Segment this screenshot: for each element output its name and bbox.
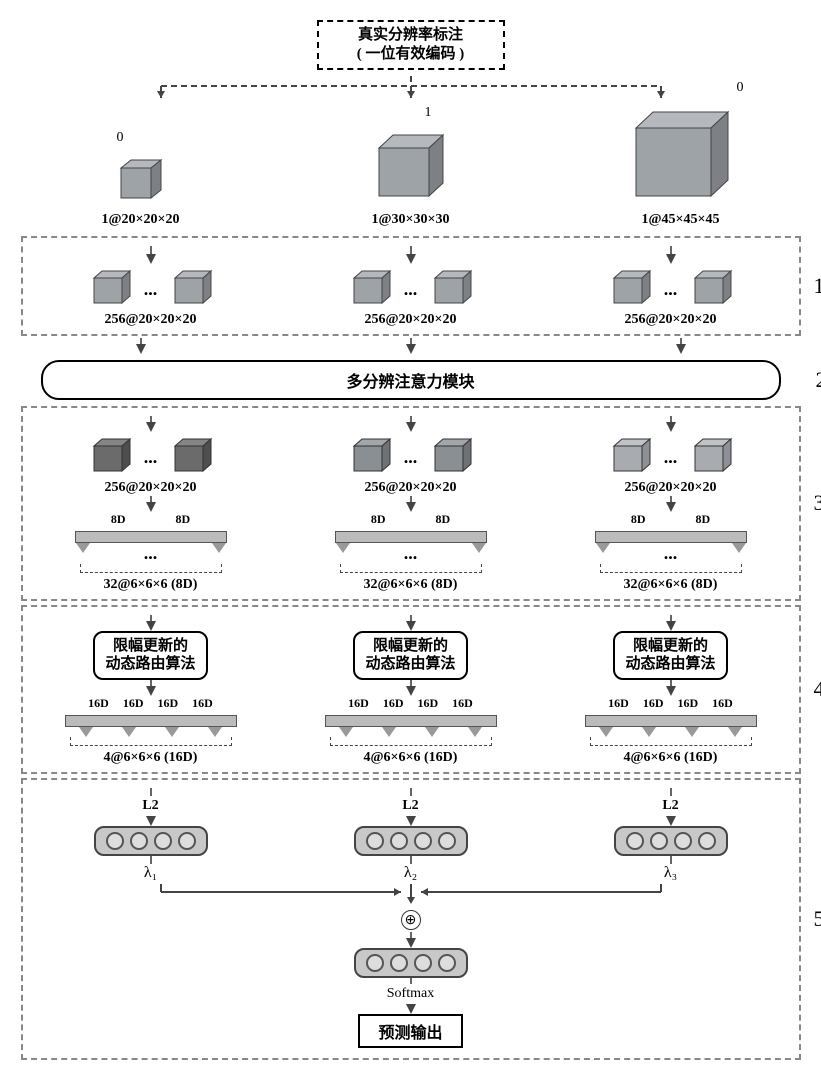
s3-cap-2: 32@6×6×6 (8D) [364,577,458,593]
s1-col-2: ... 256@20×20×20 [291,246,531,328]
input-dim-1: 1@20×20×20 [102,212,180,228]
stage-4: 4 限幅更新的 动态路由算法 16D16D16D16D 4@6×6×6 (16D… [21,605,801,775]
encode-tag-2: 0 [737,80,744,96]
stage-3-num: 3 [814,490,821,516]
s4-cap-3: 4@6×6×6 (16D) [624,750,718,766]
s4-col-3: 限幅更新的 动态路由算法 16D16D16D16D 4@6×6×6 (16D) [551,615,791,767]
l2-label-1: L2 [142,798,158,814]
stage-2-num: 2 [816,367,821,393]
encoding-box: 真实分辨率标注 ( 一位有效编码 ) [317,20,505,70]
s5-col-3: L2 λ₃ [551,788,791,882]
s3-col-2: ... 256@20×20×20 8D8D ... 32@6×6×6 (8D) [291,416,531,593]
stage-5-num: 5 [814,906,821,932]
input-dim-2: 1@30×30×30 [372,212,450,228]
l2-label-3: L2 [662,798,678,814]
input-col-3: 0 1@45×45×45 [561,98,801,228]
s3-dim-2: 256@20×20×20 [365,480,457,496]
s5-col-2: L2 λ₂ [291,788,531,882]
s3-col-3: ... 256@20×20×20 8D8D ... 32@6×6×6 (8D) [551,416,791,593]
input-cube-3 [616,98,746,208]
s3-col-1: ... 256@20×20×20 8D8D ... 32@6×6×6 (8D) [31,416,271,593]
s4-cap-1: 4@6×6×6 (16D) [104,750,198,766]
s3-dim-1: 256@20×20×20 [105,480,197,496]
stage-5: 5 L2 λ₁ L2 λ₂ L2 [21,778,801,1060]
attention-module: 多分辨注意力模块 [41,360,781,400]
output-vec-3 [614,826,728,856]
input-dim-3: 1@45×45×45 [642,212,720,228]
s1-col-3: ... 256@20×20×20 [551,246,791,328]
routing-box-3: 限幅更新的 动态路由算法 [613,631,727,681]
input-col-2: 1 1@30×30×30 [291,123,531,228]
stage-3: 3 ... 256@20×20×20 8D8D ... 32@6×6×6 (8D… [21,406,801,601]
lambda-2: λ₂ [404,864,417,882]
merge-lines [101,882,721,908]
encoding-line1: 真实分辨率标注 [331,26,491,45]
encode-tag-0: 0 [117,130,124,146]
s1-dim-1: 256@20×20×20 [105,312,197,328]
lambda-1: λ₁ [144,864,157,882]
output-vec-2 [354,826,468,856]
s4-col-1: 限幅更新的 动态路由算法 16D16D16D16D 4@6×6×6 (16D) [31,615,271,767]
s3-cap-3: 32@6×6×6 (8D) [624,577,718,593]
merge-section: ⊕ Softmax 预测输出 [31,908,791,1048]
stage-2: 2 多分辨注意力模块 [21,360,801,400]
routing-box-1: 限幅更新的 动态路由算法 [93,631,207,681]
routing-box-2: 限幅更新的 动态路由算法 [353,631,467,681]
sum-icon: ⊕ [401,910,421,930]
s4-col-2: 限幅更新的 动态路由算法 16D16D16D16D 4@6×6×6 (16D) [291,615,531,767]
stage-1: 1 ... 256@20×20×20 ... 256@20×20×20 [21,236,801,336]
predict-output: 预测输出 [358,1014,462,1048]
s5-col-1: L2 λ₁ [31,788,271,882]
s3-dim-3: 256@20×20×20 [625,480,717,496]
architecture-diagram: 真实分辨率标注 ( 一位有效编码 ) 0 1@20×20×20 1 [21,20,801,1060]
input-cube-2 [361,123,461,208]
input-cube-1 [106,148,176,208]
lambda-3: λ₃ [664,864,677,882]
l2-label-2: L2 [402,798,418,814]
s1-dim-2: 256@20×20×20 [365,312,457,328]
output-vec-1 [94,826,208,856]
s3-cap-1: 32@6×6×6 (8D) [104,577,198,593]
input-row: 0 1@20×20×20 1 1@30×30×30 0 [21,98,801,228]
stage-4-num: 4 [814,676,821,702]
s1-col-1: ... 256@20×20×20 [31,246,271,328]
s1-dim-3: 256@20×20×20 [625,312,717,328]
input-col-1: 0 1@20×20×20 [21,148,261,228]
fused-vec [354,948,468,978]
stage-1-num: 1 [814,273,821,299]
s4-cap-2: 4@6×6×6 (16D) [364,750,458,766]
encoding-line2: ( 一位有效编码 ) [331,45,491,64]
encode-tag-1: 1 [425,105,432,121]
